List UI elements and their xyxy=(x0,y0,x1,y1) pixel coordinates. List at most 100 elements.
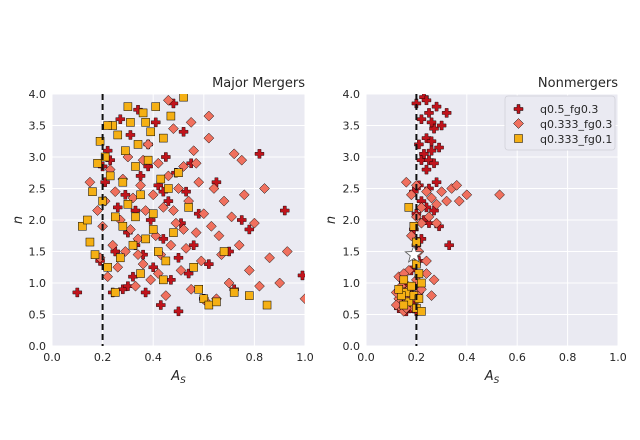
square-marker xyxy=(159,133,168,143)
square-marker xyxy=(148,225,158,234)
diamond-marker xyxy=(416,217,427,229)
legend-entry: q0.333_fg0.3 xyxy=(513,118,612,131)
x-tick-label: 0.2 xyxy=(94,351,112,364)
y-axis-label: n xyxy=(11,216,26,224)
diamond-marker xyxy=(400,176,412,188)
x-tick-label: 1.0 xyxy=(296,351,314,364)
plus-marker xyxy=(431,101,442,112)
square-marker xyxy=(141,118,150,127)
diamond-marker xyxy=(428,274,440,286)
plus-marker xyxy=(156,300,166,310)
diamond-marker xyxy=(112,261,124,273)
plus-marker xyxy=(113,202,123,213)
square-marker xyxy=(417,278,426,288)
square-marker xyxy=(212,297,221,307)
plus-marker xyxy=(441,108,452,118)
square-marker xyxy=(245,291,254,300)
plus-marker xyxy=(135,171,146,181)
diamond-marker xyxy=(461,189,473,201)
legend-plus-marker xyxy=(513,104,524,114)
square-marker xyxy=(204,300,214,310)
square-marker xyxy=(103,263,112,272)
x-tick-label: 1.0 xyxy=(609,351,627,364)
y-tick-label: 3.5 xyxy=(343,120,361,133)
x-tick-label: 0.8 xyxy=(559,351,577,364)
x-tick-label: 0.6 xyxy=(508,351,526,364)
square-marker xyxy=(409,222,419,231)
x-tick-label: 0.2 xyxy=(408,351,426,364)
square-marker xyxy=(154,247,163,256)
diamond-marker xyxy=(431,217,442,229)
diamond-marker xyxy=(228,148,240,160)
diamond-marker xyxy=(168,205,179,216)
square-marker xyxy=(116,253,125,263)
square-marker xyxy=(123,200,133,209)
diamond-marker xyxy=(426,290,437,301)
legend: q0.5_fg0.3 q0.333_fg0.3 q0.333_fg0.1 xyxy=(504,95,616,151)
diamond-marker xyxy=(168,123,179,135)
square-marker xyxy=(414,294,424,303)
plus-marker xyxy=(424,108,434,118)
diamond-marker xyxy=(135,179,146,191)
square-marker xyxy=(136,190,145,200)
square-marker xyxy=(105,171,115,181)
panel-title: Nonmergers xyxy=(538,76,618,91)
diamond-marker xyxy=(436,186,447,198)
square-marker xyxy=(126,118,135,127)
y-tick-label: 1.5 xyxy=(29,246,47,259)
diamond-marker xyxy=(254,280,265,292)
square-marker xyxy=(118,222,128,231)
square-marker xyxy=(407,281,416,291)
square-marker xyxy=(85,237,95,247)
square-marker xyxy=(131,212,140,222)
square-marker xyxy=(189,263,198,272)
diamond-marker xyxy=(188,145,200,157)
y-tick-label: 4.0 xyxy=(343,88,361,101)
square-marker xyxy=(138,108,148,118)
plus-marker xyxy=(426,117,437,128)
plus-marker xyxy=(115,114,126,124)
plus-marker xyxy=(429,158,439,168)
diamond-marker xyxy=(170,217,182,229)
square-marker xyxy=(219,247,229,256)
square-marker xyxy=(394,285,404,294)
diamond-marker xyxy=(238,189,250,201)
square-marker xyxy=(169,228,178,237)
diamond-marker xyxy=(84,176,96,188)
plus-marker xyxy=(431,177,442,187)
x-tick-label: 0.0 xyxy=(43,351,61,364)
plus-marker xyxy=(173,306,184,317)
diamond-marker xyxy=(264,252,275,264)
diamond-marker xyxy=(160,290,172,301)
plus-marker xyxy=(163,196,174,206)
square-marker xyxy=(95,137,105,146)
square-marker xyxy=(93,159,102,168)
diamond-marker xyxy=(147,189,159,201)
plus-marker xyxy=(426,146,437,156)
plus-marker xyxy=(237,215,247,225)
plus-marker xyxy=(426,136,437,146)
diamond-marker xyxy=(163,94,174,106)
diamond-marker xyxy=(152,157,164,169)
tick-labels: 0.0 0.2 0.4 0.6 0.8 1.0 0.0 0.5 1.0 1.5 2.0 2.5 3.0 3… xyxy=(343,88,627,364)
panel-title: Major Mergers xyxy=(212,76,305,91)
square-marker xyxy=(111,288,120,297)
square-marker xyxy=(262,300,272,310)
plus-marker xyxy=(444,240,454,250)
y-tick-label: 1.0 xyxy=(29,277,47,290)
diamond-marker xyxy=(236,154,248,166)
square-marker xyxy=(83,215,92,225)
plus-marker xyxy=(429,123,439,134)
x-tick-label: 0.6 xyxy=(195,351,213,364)
diamond-marker xyxy=(233,239,245,251)
diamond-marker xyxy=(92,205,103,216)
plus-marker xyxy=(280,205,290,216)
diamond-marker xyxy=(198,208,210,220)
square-marker xyxy=(136,269,145,278)
x-axis-label: AS xyxy=(170,369,186,386)
diamond-marker xyxy=(107,239,119,251)
diamond-marker xyxy=(423,211,435,223)
plus-marker xyxy=(125,130,136,140)
square-marker xyxy=(399,275,409,285)
diamond-marker xyxy=(190,157,202,169)
